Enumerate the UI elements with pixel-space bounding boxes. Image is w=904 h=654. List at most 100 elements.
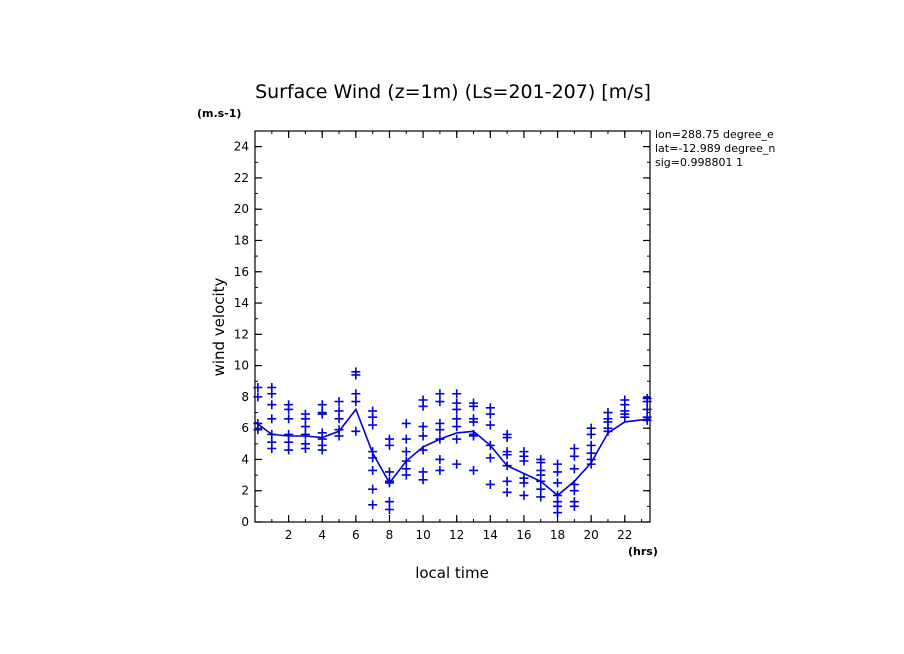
data-point bbox=[418, 431, 428, 441]
info-box: lon=288.75 degree_e lat=-12.989 degree_n… bbox=[655, 128, 775, 169]
data-point bbox=[284, 414, 294, 424]
mean-line bbox=[254, 407, 651, 497]
data-point bbox=[569, 443, 579, 453]
data-point bbox=[586, 440, 596, 450]
data-point bbox=[300, 414, 310, 424]
data-point bbox=[620, 412, 630, 422]
data-point bbox=[469, 465, 479, 475]
x-tick-label: 2 bbox=[285, 528, 293, 542]
y-tick-label: 22 bbox=[234, 171, 249, 185]
data-point bbox=[519, 456, 529, 466]
info-line-lon: lon=288.75 degree_e bbox=[655, 128, 774, 141]
data-point bbox=[418, 467, 428, 477]
data-point bbox=[317, 409, 327, 419]
data-point bbox=[485, 453, 495, 463]
data-point bbox=[536, 492, 546, 502]
data-point bbox=[469, 401, 479, 411]
info-line-lat: lat=-12.989 degree_n bbox=[655, 142, 775, 155]
y-axis-label: wind velocity bbox=[210, 277, 228, 376]
data-point bbox=[435, 389, 445, 399]
data-point bbox=[553, 508, 563, 518]
data-point bbox=[284, 437, 294, 447]
y-tick-label: 4 bbox=[241, 452, 249, 466]
data-point bbox=[368, 500, 378, 510]
x-tick-label: 10 bbox=[415, 528, 430, 542]
data-point bbox=[300, 443, 310, 453]
data-point bbox=[284, 445, 294, 455]
data-point bbox=[384, 504, 394, 514]
data-point bbox=[536, 484, 546, 494]
data-point bbox=[469, 417, 479, 427]
data-point bbox=[401, 470, 411, 480]
y-tick-label: 0 bbox=[241, 515, 249, 529]
data-point bbox=[351, 397, 361, 407]
data-point bbox=[536, 458, 546, 468]
y-tick-label: 16 bbox=[234, 265, 249, 279]
data-point bbox=[253, 392, 263, 402]
x-tick-label: 20 bbox=[584, 528, 599, 542]
y-tick-label: 6 bbox=[241, 421, 249, 435]
data-point bbox=[317, 445, 327, 455]
data-point bbox=[485, 479, 495, 489]
data-point bbox=[267, 400, 277, 410]
data-point bbox=[284, 429, 294, 439]
data-point bbox=[502, 487, 512, 497]
x-axis-label: local time bbox=[415, 564, 489, 582]
data-point bbox=[586, 429, 596, 439]
data-point bbox=[469, 431, 479, 441]
data-point bbox=[642, 415, 652, 425]
data-point bbox=[334, 431, 344, 441]
data-point bbox=[300, 429, 310, 439]
data-point bbox=[253, 382, 263, 392]
data-point bbox=[351, 426, 361, 436]
data-point bbox=[452, 459, 462, 469]
x-tick-label: 4 bbox=[318, 528, 326, 542]
x-tick-label: 12 bbox=[449, 528, 464, 542]
data-point bbox=[401, 447, 411, 457]
data-point bbox=[452, 404, 462, 414]
info-clip-mask bbox=[779, 125, 904, 175]
y-tick-label: 8 bbox=[241, 390, 249, 404]
info-line-sig: sig=0.998801 1 bbox=[655, 156, 743, 169]
data-point bbox=[418, 475, 428, 485]
chart-title: Surface Wind (z=1m) (Ls=201-207) [m/s] bbox=[255, 81, 651, 103]
data-point bbox=[401, 418, 411, 428]
x-tick-label: 18 bbox=[550, 528, 565, 542]
data-point bbox=[334, 397, 344, 407]
y-unit-label: (m.s-1) bbox=[197, 107, 241, 120]
x-tick-label: 6 bbox=[352, 528, 360, 542]
data-point bbox=[368, 420, 378, 430]
data-point bbox=[267, 443, 277, 453]
y-tick-label: 14 bbox=[234, 296, 249, 310]
data-point bbox=[519, 490, 529, 500]
data-point bbox=[267, 414, 277, 424]
data-point bbox=[418, 401, 428, 411]
data-point bbox=[418, 422, 428, 432]
data-point bbox=[553, 467, 563, 477]
data-point bbox=[435, 454, 445, 464]
data-point bbox=[502, 450, 512, 460]
data-point bbox=[452, 422, 462, 432]
data-point bbox=[401, 434, 411, 444]
x-tick-label: 14 bbox=[483, 528, 498, 542]
y-tick-label: 24 bbox=[234, 140, 249, 154]
data-point bbox=[317, 400, 327, 410]
data-point bbox=[452, 414, 462, 424]
y-tick-label: 20 bbox=[234, 202, 249, 216]
x-tick-label: 8 bbox=[386, 528, 394, 542]
x-unit-label: (hrs) bbox=[628, 545, 658, 558]
data-point bbox=[384, 497, 394, 507]
data-point bbox=[519, 478, 529, 488]
data-point bbox=[351, 389, 361, 399]
data-point bbox=[334, 406, 344, 416]
data-point bbox=[253, 425, 263, 435]
x-tick-label: 22 bbox=[617, 528, 632, 542]
data-point bbox=[284, 404, 294, 414]
data-point bbox=[435, 425, 445, 435]
data-point bbox=[384, 467, 394, 477]
data-point bbox=[553, 478, 563, 488]
data-point bbox=[642, 397, 652, 407]
data-point bbox=[368, 484, 378, 494]
data-point bbox=[485, 409, 495, 419]
